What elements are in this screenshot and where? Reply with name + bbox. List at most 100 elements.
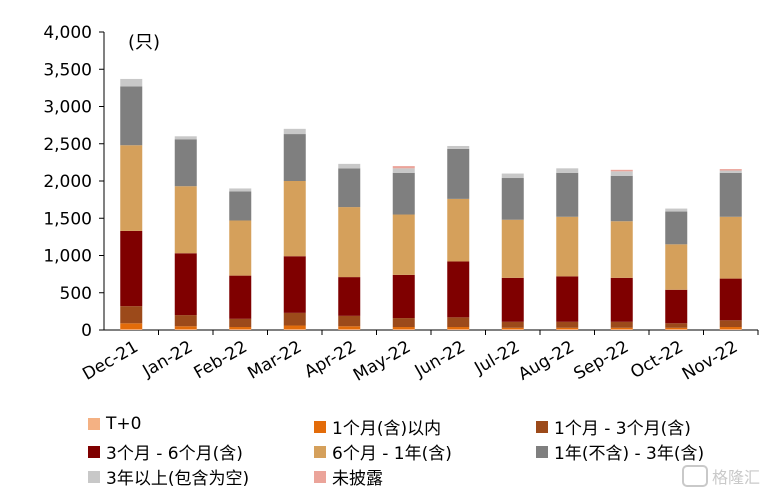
bar-segment: [229, 327, 252, 330]
bar-segment: [719, 172, 742, 217]
bar-segment: [392, 166, 415, 169]
x-tick-label: Feb-22: [191, 337, 251, 383]
bar-segment: [610, 327, 633, 330]
bar-segment: [338, 315, 361, 327]
x-tick-label: May-22: [350, 337, 414, 386]
bar-segment: [174, 139, 197, 187]
bar-segment: [719, 216, 742, 279]
bar-segment: [665, 327, 688, 330]
bar-segment: [501, 327, 524, 330]
bar-segment: [174, 326, 197, 330]
legend-label: 未披露: [332, 469, 383, 489]
y-tick-label: 3,000: [43, 98, 92, 118]
bar-segment: [719, 329, 742, 330]
bar-segment: [392, 168, 415, 173]
bar-segment: [229, 329, 252, 330]
bars: [120, 78, 742, 330]
bar-segment: [719, 327, 742, 330]
legend-swatch: [536, 420, 548, 433]
bar-segment: [556, 172, 579, 217]
legend-swatch: [88, 470, 100, 483]
bar-segment: [447, 329, 470, 330]
legend-swatch: [314, 445, 326, 458]
bar-segment: [556, 329, 579, 330]
bar-segment: [120, 230, 143, 307]
bar-segment: [665, 329, 688, 330]
bar-segment: [392, 318, 415, 328]
bar-segment: [610, 277, 633, 322]
bar-segment: [392, 327, 415, 330]
bar-segment: [174, 329, 197, 330]
bar-segment: [229, 188, 252, 192]
x-axis: Dec-21Jan-22Feb-22Mar-22Apr-22May-22Jun-…: [79, 329, 759, 386]
bar-segment: [120, 86, 143, 146]
bar-segment: [338, 329, 361, 330]
bar-segment: [610, 169, 633, 172]
bar-segment: [719, 278, 742, 321]
bar-segment: [447, 145, 470, 149]
bar-segment: [610, 321, 633, 328]
x-tick-label: Jul-22: [471, 337, 524, 379]
bar-segment: [229, 318, 252, 328]
x-tick-label: Jun-22: [411, 337, 469, 382]
bar-segment: [283, 181, 306, 257]
bar-segment: [283, 128, 306, 135]
bar-segment: [501, 277, 524, 322]
y-tick-label: 1,000: [43, 247, 92, 267]
y-tick-label: 4,000: [43, 23, 92, 43]
bar-segment: [556, 216, 579, 277]
bar-segment: [120, 306, 143, 324]
bar-segment: [283, 312, 306, 326]
watermark: 格隆汇: [681, 464, 760, 488]
bar-segment: [447, 198, 470, 262]
bar-segment: [447, 317, 470, 328]
legend-item: T+0: [88, 414, 141, 434]
bar-segment: [338, 207, 361, 278]
y-tick-label: 3,500: [43, 60, 92, 80]
bar-segment: [283, 329, 306, 330]
legend-item: 1个月(含)以内: [314, 414, 441, 439]
bar-segment: [556, 327, 579, 330]
watermark-logo-icon: [681, 465, 708, 487]
bar-segment: [447, 327, 470, 330]
legend-label: 3年以上(包含为空): [106, 469, 250, 489]
bar-segment: [501, 329, 524, 330]
legend-swatch: [314, 470, 326, 483]
y-tick-label: 0: [81, 321, 92, 341]
bar-segment: [665, 289, 688, 324]
legend-label: 1个月(含)以内: [332, 419, 442, 439]
bar-segment: [283, 325, 306, 330]
unit-label: (只): [128, 32, 160, 53]
legend-label: 1年(不含) - 3年(含): [554, 444, 705, 464]
bar-segment: [283, 134, 306, 181]
bar-segment: [392, 274, 415, 319]
x-tick-label: Sep-22: [570, 337, 632, 384]
bar-segment: [120, 329, 143, 330]
bar-segment: [610, 171, 633, 176]
legend-swatch: [88, 445, 100, 458]
bar-segment: [556, 321, 579, 328]
bar-segment: [229, 275, 252, 319]
bar-segment: [283, 256, 306, 313]
y-axis: 0 500 1,000 1,500 2,000 2,500 3,000 3,500 4,000: [43, 23, 105, 341]
stacked-bar-chart: (只) 0 500 1,000 1,500 2,000 2,500 3,000 3,500 4,…: [43, 23, 759, 386]
y-tick-label: 500: [60, 284, 92, 304]
x-tick-label: Jan-22: [139, 337, 197, 382]
bar-segment: [392, 172, 415, 215]
x-tick-label: Dec-21: [79, 337, 142, 385]
bar-segment: [229, 191, 252, 221]
bar-segment: [665, 244, 688, 290]
bar-segment: [120, 323, 143, 330]
bar-segment: [338, 277, 361, 316]
legend-item: 未披露: [314, 464, 383, 489]
bar-segment: [392, 214, 415, 275]
legend-swatch: [88, 418, 100, 430]
legend-item: 3年以上(包含为空): [88, 464, 249, 489]
legend-item: 6个月 - 1年(含): [314, 439, 452, 464]
bar-segment: [338, 163, 361, 169]
bar-segment: [719, 169, 742, 171]
bar-segment: [610, 221, 633, 278]
bar-segment: [174, 136, 197, 140]
x-tick-label: Nov-22: [679, 337, 741, 385]
bar-segment: [229, 220, 252, 276]
